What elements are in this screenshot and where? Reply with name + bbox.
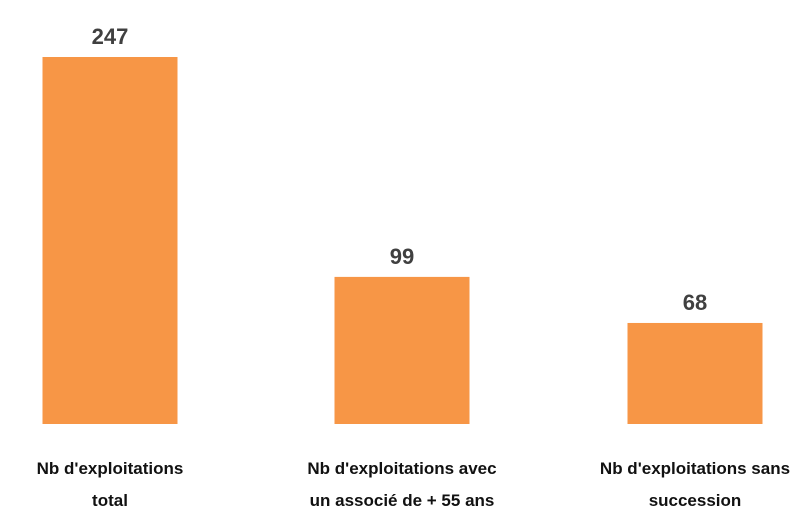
data-label-1: 99	[390, 244, 414, 269]
category-label-2-line-1: succession	[649, 491, 742, 510]
bars-group	[42, 57, 763, 424]
category-label-2-line-0: Nb d'exploitations sans	[600, 459, 790, 478]
bar-1	[334, 276, 470, 424]
data-label-2: 68	[683, 290, 707, 315]
bar-0	[42, 57, 178, 424]
category-label-0-line-1: total	[92, 491, 128, 510]
value-labels-group: 247 99 68	[92, 24, 708, 315]
bar-2	[627, 322, 763, 424]
category-labels-group: Nb d'exploitations total Nb d'exploitation…	[37, 459, 790, 510]
data-label-0: 247	[92, 24, 129, 49]
category-label-1-line-1: un associé de + 55 ans	[310, 491, 495, 510]
category-label-0-line-0: Nb d'exploitations	[37, 459, 184, 478]
category-label-1-line-0: Nb d'exploitations avec	[307, 459, 496, 478]
